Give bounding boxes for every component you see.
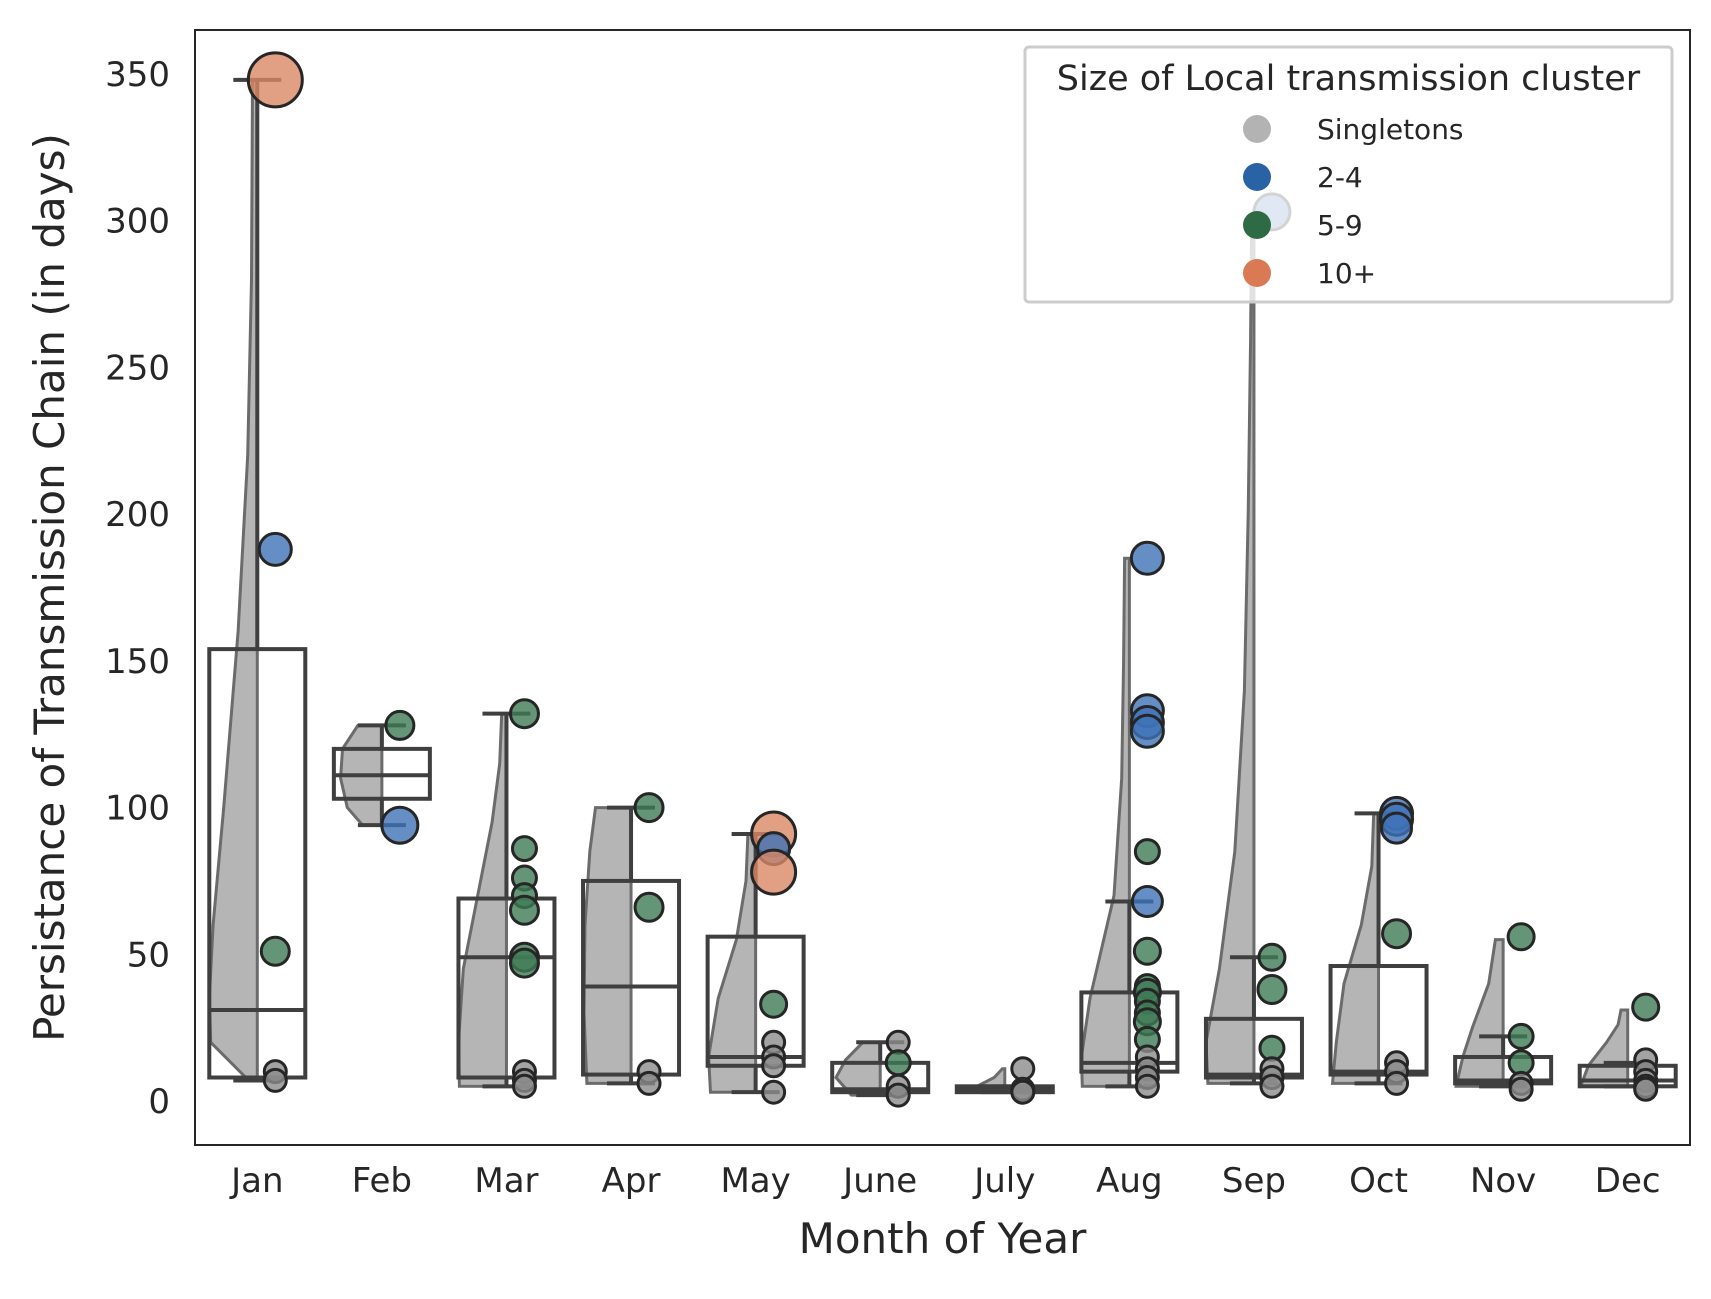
y-tick-label: 250 (105, 348, 170, 388)
point-mar (510, 835, 538, 863)
x-tick-label: Aug (1096, 1161, 1162, 1201)
point-mar (511, 1073, 537, 1099)
box-iqr (1328, 964, 1429, 1077)
x-tick-label: Nov (1470, 1161, 1536, 1201)
x-tick-label: May (720, 1161, 790, 1201)
point-jan (259, 935, 291, 967)
axes-frame (194, 29, 1691, 1146)
legend-marker (1243, 163, 1271, 191)
point-june (885, 1082, 911, 1108)
point-mar (508, 947, 540, 979)
point-jan (257, 531, 293, 567)
point-aug (1134, 1073, 1160, 1099)
legend-frame (1023, 45, 1674, 304)
legend-label: 5-9 (1317, 209, 1363, 242)
legend-marker (1243, 115, 1271, 143)
point-aug (1129, 713, 1165, 749)
box-iqr (207, 647, 308, 1080)
point-jan (246, 51, 304, 109)
x-tick-label: Feb (352, 1161, 412, 1201)
point-aug (1132, 936, 1162, 966)
box-iqr (1453, 1054, 1554, 1086)
legend-entries: Singletons 2-4 5-9 10+ (1243, 113, 1464, 290)
cloud-apr (582, 806, 633, 1085)
point-aug (1129, 540, 1165, 576)
point-mar (508, 894, 540, 926)
boxplot-sep (1203, 955, 1304, 1086)
point-layer (246, 51, 1661, 1108)
y-tick-label: 50 (127, 935, 170, 975)
x-tick-labels: Jan Feb Mar Apr May June July Aug Sep Oct Nov Dec (229, 1161, 1661, 1201)
point-aug (1133, 838, 1161, 866)
legend-title: Size of Local transmission cluster (1057, 59, 1641, 99)
box-layer (207, 77, 1678, 1098)
y-tick-label: 150 (105, 642, 170, 682)
x-tick-label: June (841, 1161, 917, 1201)
point-sep (1259, 1073, 1285, 1099)
y-tick-label: 200 (105, 495, 170, 535)
point-july (1010, 1079, 1036, 1105)
point-sep (1257, 942, 1287, 972)
x-tick-label: Oct (1349, 1161, 1408, 1201)
y-tick-label: 100 (105, 789, 170, 829)
boxplot-july (954, 1084, 1055, 1095)
point-oct (1380, 811, 1414, 845)
legend-label: 2-4 (1317, 161, 1363, 194)
y-tick-label: 300 (105, 202, 170, 242)
y-tick-label: 0 (148, 1082, 170, 1122)
x-tick-label: Sep (1222, 1161, 1286, 1201)
point-dec (1631, 992, 1661, 1022)
x-tick-label: Jan (229, 1161, 283, 1201)
x-tick-label: July (972, 1161, 1035, 1201)
boxplot-nov (1453, 1034, 1554, 1089)
point-oct (1384, 1070, 1410, 1096)
point-jan (262, 1067, 288, 1093)
y-axis-title: Persistance of Transmission Chain (in da… (25, 133, 74, 1042)
point-may (761, 1053, 787, 1079)
point-nov (1506, 922, 1536, 952)
legend-marker (1243, 259, 1271, 287)
point-nov (1507, 1022, 1535, 1050)
point-mar (508, 698, 540, 730)
point-sep (1256, 974, 1288, 1005)
point-feb (380, 805, 420, 845)
point-nov (1508, 1076, 1534, 1102)
legend: Size of Local transmission cluster Singl… (1023, 45, 1674, 304)
point-june (884, 1049, 912, 1077)
box-iqr (830, 1060, 931, 1095)
box-iqr (1203, 1016, 1304, 1080)
box-iqr (1577, 1063, 1678, 1089)
legend-label: Singletons (1317, 113, 1464, 146)
x-tick-label: Apr (602, 1161, 661, 1201)
point-may (750, 848, 798, 896)
point-may (759, 989, 789, 1019)
point-apr (633, 891, 665, 923)
point-apr (636, 1070, 662, 1096)
box-iqr (1079, 990, 1180, 1074)
point-july (1010, 1056, 1036, 1082)
x-tick-label: Dec (1595, 1161, 1661, 1201)
point-apr (633, 792, 665, 824)
x-axis-title: Month of Year (799, 1214, 1087, 1263)
box-iqr (581, 878, 682, 1077)
point-dec (1633, 1076, 1659, 1102)
x-tick-label: Mar (474, 1161, 538, 1201)
legend-label: 10+ (1317, 257, 1376, 290)
y-tick-labels: 0 50 100 150 200 250 300 350 (105, 55, 170, 1122)
y-tick-label: 350 (105, 55, 170, 95)
point-may (761, 1079, 787, 1105)
box-iqr (456, 896, 557, 1080)
point-feb (384, 709, 416, 741)
box-iqr (705, 934, 806, 1068)
boxplot-oct (1328, 811, 1429, 1086)
boxplot-apr (581, 805, 682, 1086)
point-oct (1381, 918, 1413, 950)
legend-marker (1243, 211, 1271, 239)
point-aug (1130, 885, 1164, 918)
